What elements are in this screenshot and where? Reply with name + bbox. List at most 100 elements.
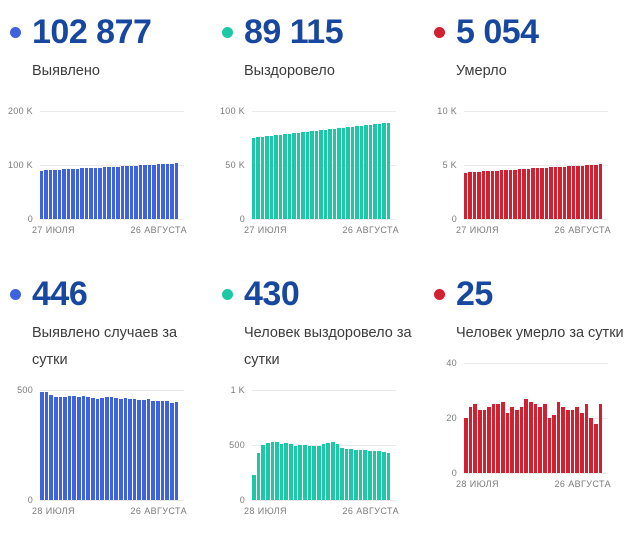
bar[interactable] [44, 392, 49, 500]
bar[interactable] [323, 129, 328, 219]
chart-recovered-total[interactable]: 100 K 50 K 0 27 ИЮЛЯ 26 АВГУСТА [220, 106, 424, 235]
chart-recovered-daily[interactable]: 1 K 500 0 28 ИЮЛЯ 26 АВГУСТА [222, 385, 424, 516]
bar[interactable] [472, 171, 477, 219]
bar[interactable] [44, 170, 48, 219]
bar[interactable] [319, 130, 323, 219]
bar[interactable] [382, 123, 386, 219]
bar[interactable] [98, 167, 102, 219]
bar[interactable] [165, 401, 169, 500]
bar[interactable] [95, 399, 100, 500]
bar[interactable] [116, 166, 120, 219]
bar[interactable] [111, 166, 116, 219]
bar[interactable] [359, 125, 364, 219]
bar[interactable] [547, 418, 552, 473]
bar[interactable] [123, 398, 128, 500]
bar[interactable] [312, 446, 316, 500]
bar[interactable] [571, 166, 576, 219]
bar[interactable] [256, 137, 260, 219]
bar[interactable] [363, 450, 368, 500]
bar[interactable] [358, 449, 363, 500]
bar[interactable] [542, 404, 547, 473]
bar[interactable] [86, 396, 91, 500]
bar[interactable] [552, 415, 556, 473]
bar[interactable] [473, 404, 477, 473]
bar[interactable] [468, 407, 473, 473]
bar[interactable] [598, 164, 603, 219]
bar[interactable] [265, 442, 270, 500]
bar[interactable] [576, 165, 580, 219]
bar[interactable] [128, 399, 132, 500]
bar[interactable] [326, 442, 330, 500]
bar[interactable] [487, 407, 491, 473]
bar[interactable] [256, 453, 261, 500]
bar[interactable] [104, 397, 109, 500]
bar[interactable] [307, 445, 312, 500]
bar[interactable] [549, 167, 553, 219]
bar[interactable] [482, 409, 487, 473]
bar[interactable] [89, 168, 93, 219]
bar[interactable] [107, 167, 111, 219]
bar[interactable] [553, 167, 558, 219]
bar[interactable] [269, 135, 274, 219]
bar[interactable] [114, 397, 118, 500]
plot-area[interactable]: 1 K 500 0 [229, 385, 396, 505]
chart-deaths-total[interactable]: 10 K 5 K 0 27 ИЮЛЯ 26 АВГУСТА [434, 106, 635, 235]
bar[interactable] [129, 165, 134, 219]
bar[interactable] [354, 449, 358, 500]
bar[interactable] [517, 169, 522, 219]
bar[interactable] [341, 127, 346, 219]
bar[interactable] [349, 449, 354, 500]
bar[interactable] [75, 168, 80, 219]
bar[interactable] [486, 171, 490, 219]
bar[interactable] [562, 166, 567, 219]
bar[interactable] [40, 391, 44, 500]
bar[interactable] [134, 165, 138, 219]
bar[interactable] [91, 398, 95, 500]
bar[interactable] [118, 398, 123, 500]
bar[interactable] [522, 169, 526, 219]
bar[interactable] [292, 133, 296, 219]
bar[interactable] [355, 126, 359, 219]
bar[interactable] [170, 163, 174, 219]
bar[interactable] [510, 407, 515, 473]
bar[interactable] [332, 128, 337, 219]
bar[interactable] [49, 395, 53, 500]
bar[interactable] [301, 132, 305, 219]
bar[interactable] [152, 164, 156, 219]
bar[interactable] [335, 443, 340, 500]
chart-confirmed-daily[interactable]: 500 0 28 ИЮЛЯ 26 АВГУСТА [10, 385, 212, 516]
bar[interactable] [125, 166, 129, 219]
bar[interactable] [535, 168, 540, 219]
bar[interactable] [561, 407, 566, 473]
bar[interactable] [132, 398, 137, 500]
bar[interactable] [142, 400, 146, 500]
bar[interactable] [580, 412, 584, 473]
bar[interactable] [524, 398, 528, 473]
bar[interactable] [137, 399, 142, 500]
bar[interactable] [368, 124, 373, 219]
bar[interactable] [594, 164, 598, 219]
bar[interactable] [346, 127, 350, 219]
bar[interactable] [165, 163, 170, 219]
bar[interactable] [540, 167, 544, 219]
bar[interactable] [481, 171, 486, 219]
bar[interactable] [53, 396, 58, 500]
bar[interactable] [270, 441, 275, 500]
bar[interactable] [598, 404, 603, 473]
bar[interactable] [66, 169, 71, 219]
bar[interactable] [515, 409, 519, 473]
chart-deaths-daily[interactable]: 40 20 0 28 ИЮЛЯ 26 АВГУСТА [434, 358, 635, 489]
bar[interactable] [593, 423, 598, 473]
bar[interactable] [340, 448, 344, 500]
bar[interactable] [93, 167, 98, 219]
bar[interactable] [490, 170, 495, 219]
bar[interactable] [53, 169, 57, 219]
bar[interactable] [381, 452, 386, 500]
bar[interactable] [314, 130, 319, 219]
bar[interactable] [71, 168, 75, 219]
bar[interactable] [495, 170, 499, 219]
bar[interactable] [566, 409, 570, 473]
bar[interactable] [77, 396, 81, 500]
bar[interactable] [528, 401, 533, 473]
bar[interactable] [508, 169, 513, 219]
